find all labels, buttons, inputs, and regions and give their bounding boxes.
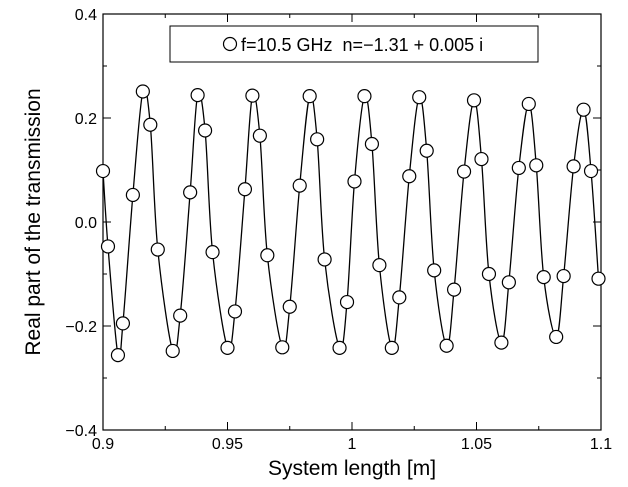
y-tick-label: 0.2 xyxy=(75,111,97,128)
data-point xyxy=(456,164,472,179)
data-point xyxy=(205,245,220,260)
data-point xyxy=(165,343,180,359)
data-point xyxy=(446,282,462,297)
data-point xyxy=(591,271,606,286)
data-point xyxy=(494,335,509,350)
y-axis-label: Real part of the transmission xyxy=(22,88,45,355)
data-point xyxy=(501,275,516,290)
x-axis-label: System length [m] xyxy=(268,457,436,480)
x-tick-label: 1.05 xyxy=(461,436,492,453)
data-point xyxy=(302,89,317,104)
data-point xyxy=(220,340,235,355)
data-point xyxy=(282,299,297,314)
axis-tick-labels: 0.9 0.95 1 1.05 1.1 −0.4 −0.2 0.0 0.2 0.4 xyxy=(65,7,612,453)
data-point xyxy=(245,88,260,103)
data-point xyxy=(576,102,591,117)
data-point xyxy=(549,329,564,345)
data-point xyxy=(332,340,347,355)
data-point xyxy=(227,304,243,319)
legend-marker xyxy=(222,36,238,52)
data-point xyxy=(347,174,362,189)
data-point xyxy=(190,88,205,103)
y-tick-label: −0.2 xyxy=(65,319,97,336)
data-point xyxy=(95,163,111,179)
data-point xyxy=(481,266,497,282)
data-point xyxy=(511,160,526,176)
data-point xyxy=(419,143,434,158)
data-point xyxy=(275,340,290,355)
data-point xyxy=(566,159,581,174)
data-point xyxy=(412,90,427,105)
data-point xyxy=(110,348,126,363)
data-point xyxy=(135,84,150,99)
data-point xyxy=(197,123,213,138)
data-point xyxy=(466,93,482,108)
data-point xyxy=(100,239,116,254)
data-point xyxy=(364,136,380,152)
data-point xyxy=(252,128,267,143)
x-tick-label: 1.1 xyxy=(590,436,612,453)
x-tick-label: 1 xyxy=(348,436,357,453)
data-point xyxy=(402,169,417,184)
data-point xyxy=(474,151,489,167)
series-points xyxy=(95,84,606,363)
data-point xyxy=(529,158,544,173)
legend-entry: f=10.5 GHz n=−1.31 + 0.005 i xyxy=(241,35,483,55)
data-point xyxy=(372,258,387,273)
data-point xyxy=(384,340,399,355)
data-point xyxy=(183,185,198,200)
data-point xyxy=(392,290,407,305)
data-point xyxy=(150,242,165,257)
data-point xyxy=(521,96,536,112)
y-tick-label: 0.4 xyxy=(75,7,97,24)
data-point xyxy=(125,187,140,203)
data-point xyxy=(310,132,325,147)
data-point xyxy=(536,270,551,285)
data-point xyxy=(237,182,253,197)
data-point xyxy=(339,294,355,310)
data-point xyxy=(115,316,131,331)
y-tick-label: −0.4 xyxy=(65,423,97,440)
legend: f=10.5 GHz n=−1.31 + 0.005 i xyxy=(169,25,539,63)
data-point xyxy=(143,117,158,132)
data-point xyxy=(439,338,454,353)
data-point xyxy=(317,252,332,267)
axis-ticks xyxy=(102,13,602,431)
x-tick-label: 0.95 xyxy=(212,436,243,453)
data-point xyxy=(427,263,442,278)
x-tick-label: 0.9 xyxy=(92,436,114,453)
data-point xyxy=(556,268,571,284)
data-point xyxy=(357,89,372,104)
data-point xyxy=(173,308,188,323)
data-point xyxy=(260,248,275,263)
data-point xyxy=(292,178,307,193)
y-tick-label: 0.0 xyxy=(75,215,97,232)
data-point xyxy=(583,163,599,179)
